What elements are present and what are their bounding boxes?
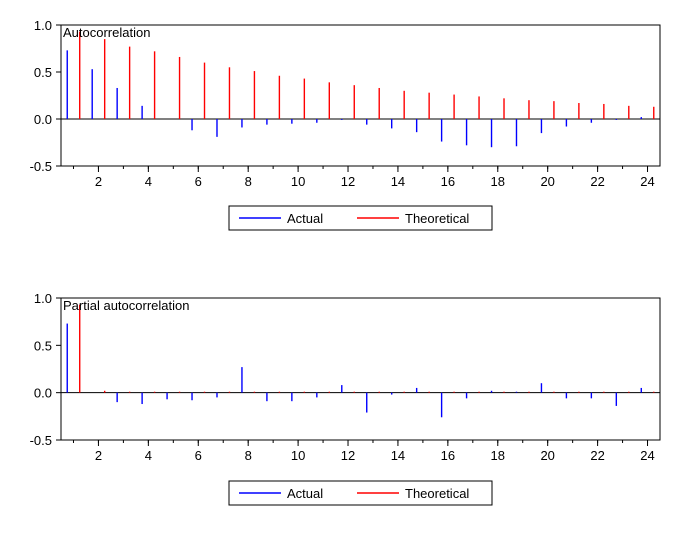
x-tick-label: 20 xyxy=(540,448,554,463)
x-tick-label: 12 xyxy=(341,174,355,189)
x-tick-label: 4 xyxy=(145,174,152,189)
legend-label: Theoretical xyxy=(405,211,469,226)
x-tick-label: 10 xyxy=(291,174,305,189)
x-tick-label: 18 xyxy=(491,174,505,189)
x-tick-label: 16 xyxy=(441,448,455,463)
y-tick-label: -0.5 xyxy=(30,433,52,448)
y-tick-label: 1.0 xyxy=(34,291,52,306)
plot-frame xyxy=(60,297,661,441)
x-tick-label: 22 xyxy=(590,174,604,189)
y-tick-label: 0.5 xyxy=(34,65,52,80)
x-tick-label: 8 xyxy=(245,174,252,189)
legend-label: Actual xyxy=(287,486,323,501)
x-tick-label: 10 xyxy=(291,448,305,463)
x-tick-label: 2 xyxy=(95,448,102,463)
x-tick-label: 24 xyxy=(640,174,654,189)
x-tick-label: 16 xyxy=(441,174,455,189)
x-tick-label: 20 xyxy=(540,174,554,189)
x-tick-label: 6 xyxy=(195,448,202,463)
y-tick-label: 0.0 xyxy=(34,386,52,401)
x-tick-label: 4 xyxy=(145,448,152,463)
y-tick-label: 0.5 xyxy=(34,338,52,353)
x-tick-label: 2 xyxy=(95,174,102,189)
y-tick-label: 1.0 xyxy=(34,18,52,33)
y-tick-label: -0.5 xyxy=(30,159,52,174)
x-tick-label: 8 xyxy=(245,448,252,463)
x-tick-label: 6 xyxy=(195,174,202,189)
legend-label: Actual xyxy=(287,211,323,226)
x-tick-label: 12 xyxy=(341,448,355,463)
x-tick-label: 14 xyxy=(391,448,405,463)
x-tick-label: 24 xyxy=(640,448,654,463)
x-tick-label: 22 xyxy=(590,448,604,463)
plot-frame xyxy=(60,24,661,167)
chart-title: Partial autocorrelation xyxy=(63,298,189,313)
y-tick-label: 0.0 xyxy=(34,112,52,127)
legend-label: Theoretical xyxy=(405,486,469,501)
x-tick-label: 18 xyxy=(491,448,505,463)
chart-title: Autocorrelation xyxy=(63,25,150,40)
x-tick-label: 14 xyxy=(391,174,405,189)
